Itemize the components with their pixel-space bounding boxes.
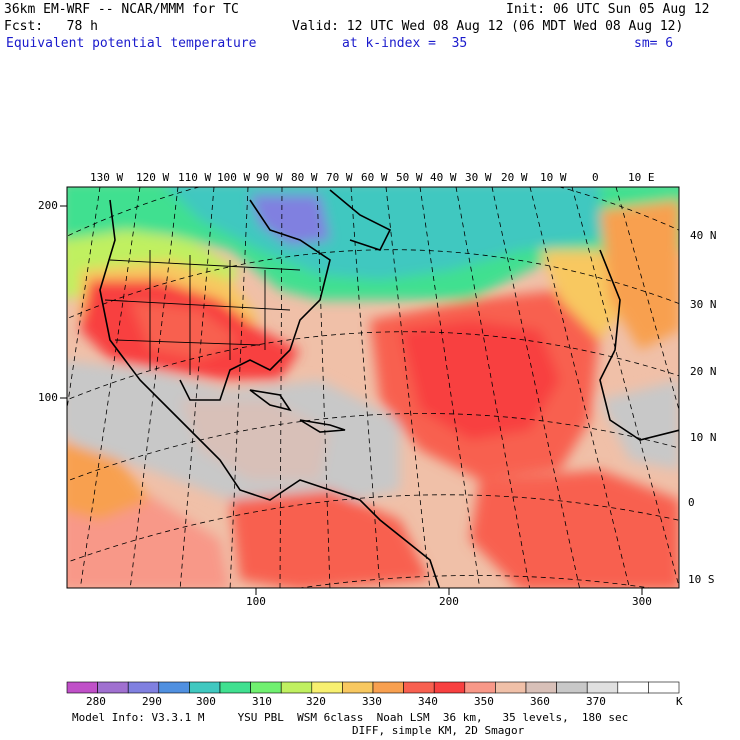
valid-time: Valid: 12 UTC Wed 08 Aug 12 (06 MDT Wed … [292,19,684,34]
lon-label-0: 0 [592,171,599,184]
colorbar-swatch [464,681,496,694]
map-frame [66,186,680,589]
cbar-label-330: 330 [362,695,382,708]
grid-label-x200: 200 [439,595,459,608]
grid-label-y200: 200 [38,199,58,212]
colorbar-swatch [403,681,435,694]
colorbar-swatch [372,681,404,694]
cbar-label-360: 360 [530,695,550,708]
colorbar-swatch [158,681,190,694]
grid-label-x300: 300 [632,595,652,608]
lat-label-20n: 20 N [690,365,717,378]
colorbar-swatch [66,681,98,694]
colorbar-swatch [280,681,313,694]
init-time: Init: 06 UTC Sun 05 Aug 12 [506,2,710,17]
lon-label-110w: 110 W [178,171,212,184]
cbar-unit: K [676,695,683,708]
cbar-label-290: 290 [142,695,162,708]
model-title: 36km EM-WRF -- NCAR/MMM for TC [4,2,239,17]
political-borders [104,250,301,375]
lon-label-60w: 60 W [361,171,388,184]
colorbar-swatch [586,681,619,694]
cbar-label-320: 320 [306,695,326,708]
cbar-label-350: 350 [474,695,494,708]
lat-label-10s: 10 S [688,573,715,586]
smoothing-info: sm= 6 [634,36,674,51]
lon-label-70w: 70 W [326,171,353,184]
lon-label-10e: 10 E [628,171,655,184]
colorbar-swatch [617,681,649,694]
lon-label-30w: 30 W [465,171,492,184]
colorbar-swatch [189,681,221,694]
colorbar-swatch [311,681,343,694]
colorbar-swatch [219,681,251,694]
lat-label-30n: 30 N [690,298,717,311]
grid-label-x100: 100 [246,595,266,608]
cbar-label-370: 370 [586,695,606,708]
colorbar-swatch [433,681,466,694]
forecast-hour: Fcst: 78 h [4,19,98,34]
cbar-label-340: 340 [418,695,438,708]
lat-label-10n: 10 N [690,431,717,444]
lon-label-10w: 10 W [540,171,567,184]
colorbar-swatch [525,681,557,694]
colorbar-swatch [342,681,374,694]
lon-label-50w: 50 W [396,171,423,184]
cbar-label-280: 280 [86,695,106,708]
colorbar-swatch [556,681,588,694]
lon-label-120w: 120 W [136,171,170,184]
coastlines [99,189,679,588]
colorbar-swatch [250,681,282,694]
lat-label-0: 0 [688,496,695,509]
colorbar-swatch [127,681,160,694]
grid-label-y100: 100 [38,391,58,404]
cbar-label-300: 300 [196,695,216,708]
lon-label-100w: 100 W [217,171,251,184]
diffusion-info: DIFF, simple KM, 2D Smagor [352,724,525,737]
lon-label-40w: 40 W [430,171,457,184]
lon-label-130w: 130 W [90,171,124,184]
model-info: Model Info: V3.3.1 M YSU PBL WSM 6class … [72,711,629,724]
lon-label-80w: 80 W [291,171,318,184]
level-info: at k-index = 35 [342,36,468,51]
lon-label-20w: 20 W [501,171,528,184]
lat-label-40n: 40 N [690,229,717,242]
colorbar-swatch [495,681,527,694]
colorbar-swatch [97,681,129,694]
lon-label-90w: 90 W [256,171,283,184]
colorbar-swatch [648,681,680,694]
field-name: Equivalent potential temperature [6,36,257,51]
colorbar [66,681,680,694]
cbar-label-310: 310 [252,695,272,708]
theta-e-field [67,187,679,588]
graticule [67,187,679,588]
